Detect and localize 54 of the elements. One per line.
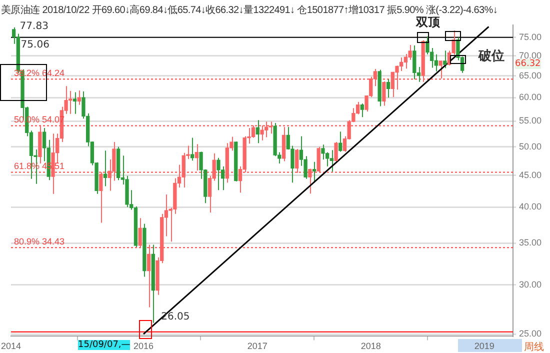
candlestick <box>308 168 312 194</box>
candlestick <box>438 60 442 79</box>
y-tick-label: 55.00 <box>519 116 542 126</box>
text: 15/09/07,— <box>78 340 130 350</box>
annotation: 双顶 <box>416 15 440 31</box>
y-tick-label: 25.00 <box>519 328 542 339</box>
y-tick-label: 70.00 <box>519 50 542 60</box>
candlestick <box>330 150 334 172</box>
y-tick-label: 75.00 <box>519 32 542 42</box>
candlestick <box>382 80 386 106</box>
annotation: 77.83 <box>20 20 48 32</box>
candlestick <box>194 144 199 172</box>
x-tick-label: 2018 <box>360 341 381 352</box>
candlestick <box>216 157 220 191</box>
y-tick-label: 60.00 <box>519 92 542 102</box>
annotation: 26.05 <box>161 312 190 323</box>
candlestick <box>360 103 364 118</box>
x-tick-label: 2014 <box>0 341 22 352</box>
chart-title: 美原油连 2018/10/22 开69.60↓高69.84↓低65.74↓收66.32↓量1322491↓ 仓1501877↑增10317 振5.90% 涨(-3.22)-4.63%↓ <box>1 4 498 16</box>
y-tick-label: 40.00 <box>519 202 542 212</box>
x-tick-label: 2019 <box>474 341 494 352</box>
candlestick <box>260 125 264 141</box>
candlestick <box>138 218 142 248</box>
y-tick-label: 35.00 <box>519 238 542 248</box>
candlestick <box>404 54 408 70</box>
candlestick <box>321 144 325 160</box>
x-tick-label: 2016 <box>133 341 154 352</box>
candlestick <box>386 78 390 98</box>
candlestick <box>316 146 320 174</box>
candlestick <box>256 120 260 144</box>
candlestick <box>72 92 77 114</box>
candlestick <box>146 244 151 308</box>
ref-line-label: 80.9% 34.43 <box>14 236 65 247</box>
candlestick <box>443 50 447 69</box>
candlestick <box>395 65 399 90</box>
candlestick <box>334 142 338 162</box>
candlestick <box>282 126 286 162</box>
candlestick <box>338 131 342 152</box>
text: 周线 <box>524 340 544 353</box>
candlestick <box>295 148 299 174</box>
y-tick-label: 65.00 <box>519 70 542 80</box>
annotation: 75.06 <box>20 40 50 51</box>
y-tick-label: 45.00 <box>519 170 542 180</box>
y-tick-label: 50.00 <box>519 141 542 152</box>
text: 66.32 <box>515 59 541 69</box>
candlestick <box>268 121 273 134</box>
y-tick-label: 30.00 <box>519 279 542 290</box>
candlestick <box>103 150 108 187</box>
candlestick <box>99 172 103 224</box>
annotation: 破位 <box>477 49 504 64</box>
candlestick <box>412 44 416 80</box>
candlestick <box>312 161 316 184</box>
x-tick-label: 2017 <box>247 341 268 352</box>
candlestick <box>190 137 194 162</box>
